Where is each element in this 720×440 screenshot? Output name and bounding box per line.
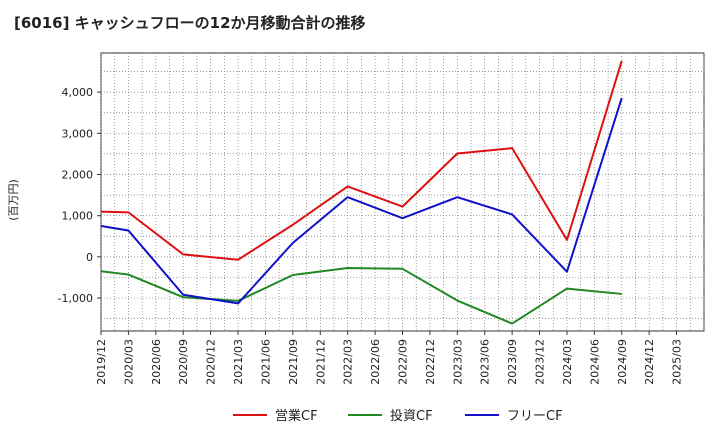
y-tick-labels: -1,000 0 1,000 2,000 3,000 4,000: [58, 86, 101, 305]
y-tick-label: 1,000: [62, 210, 94, 223]
series-line-2: [100, 266, 622, 325]
x-tick-label: 2022/12: [424, 339, 437, 385]
x-tick-label: 2024/03: [561, 339, 574, 385]
x-tick-label: 2023/06: [479, 339, 492, 385]
grid: [100, 52, 705, 332]
x-tick-label: 2024/09: [616, 339, 629, 385]
legend: 営業CF 投資CF フリーCF: [233, 408, 563, 424]
x-tick-labels: 2019/12 2020/03 2020/06 2020/09 2020/12 2021/…: [95, 331, 684, 385]
legend-label-2: 投資CF: [390, 408, 433, 424]
x-tick-label: 2020/06: [150, 339, 163, 385]
y-axis-label: (百万円): [7, 179, 20, 221]
series-line-1: [100, 60, 623, 261]
y-tick-label: 4,000: [62, 86, 94, 99]
x-tick-label: 2022/06: [369, 339, 382, 385]
x-tick-label: 2019/12: [95, 339, 108, 385]
x-tick-label: 2024/12: [643, 339, 656, 385]
x-tick-label: 2023/12: [534, 339, 547, 385]
x-tick-label: 2021/12: [314, 339, 327, 385]
legend-label-1: 営業CF: [275, 408, 318, 424]
x-tick-label: 2023/03: [451, 339, 464, 385]
x-tick-label: 2021/03: [232, 339, 245, 385]
x-tick-label: 2024/06: [588, 339, 601, 385]
x-tick-label: 2020/12: [205, 339, 218, 385]
series-lines: [100, 60, 623, 325]
series-line-3: [100, 97, 623, 305]
legend-label-3: フリーCF: [507, 409, 563, 424]
x-tick-label: 2021/09: [287, 339, 300, 385]
x-tick-label: 2023/09: [506, 339, 519, 385]
x-tick-label: 2021/06: [259, 339, 272, 385]
x-tick-label: 2020/03: [122, 339, 135, 385]
x-tick-label: 2022/03: [342, 339, 355, 385]
x-tick-label: 2025/03: [671, 339, 684, 385]
x-tick-label: 2022/09: [397, 339, 410, 385]
y-tick-label: 3,000: [62, 127, 94, 140]
chart-title: [6016] キャッシュフローの12か月移動合計の推移: [14, 14, 366, 32]
y-tick-label: -1,000: [58, 292, 93, 305]
x-tick-label: 2020/09: [177, 339, 190, 385]
y-tick-label: 0: [86, 251, 93, 264]
y-tick-label: 2,000: [62, 168, 94, 181]
